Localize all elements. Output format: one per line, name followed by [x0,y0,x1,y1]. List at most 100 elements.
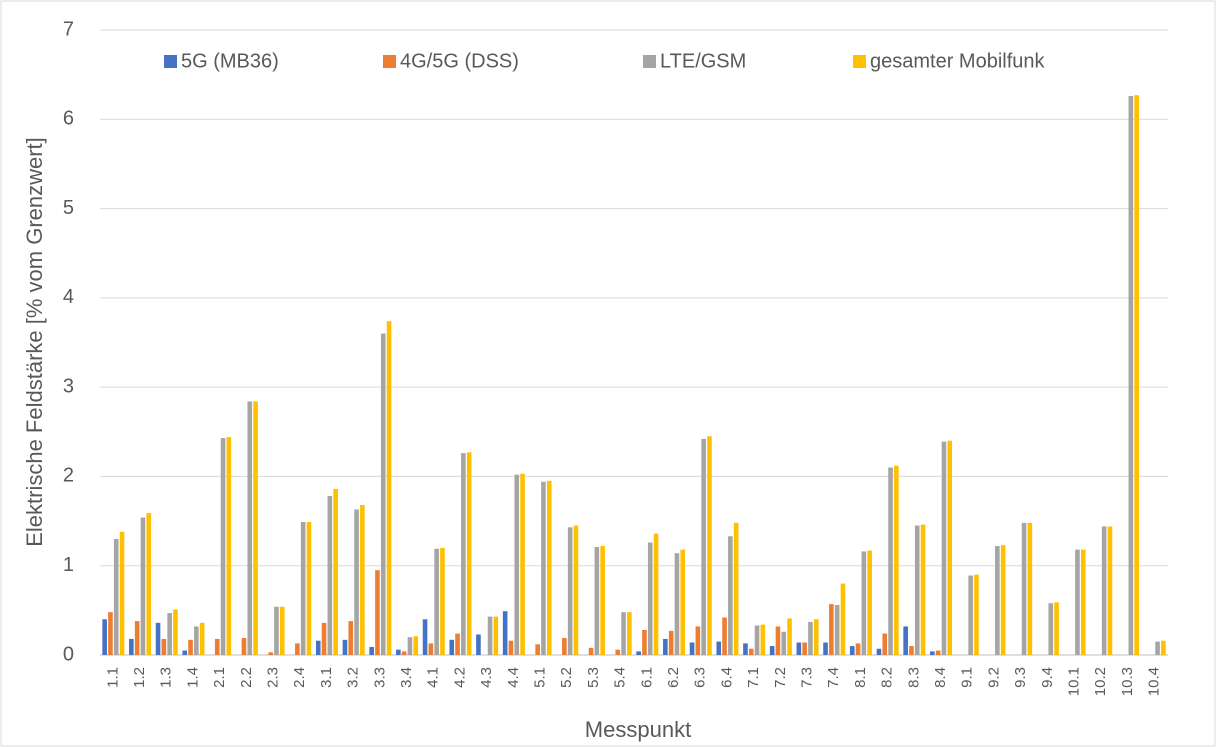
bar [935,650,941,655]
bar [449,639,455,655]
x-tick-label: 4.4 [505,667,522,688]
bar [787,618,792,655]
bar [134,621,140,655]
x-tick-label: 1.3 [158,667,175,688]
x-tick-label: 9.2 [985,667,1002,688]
bar [823,642,828,655]
bar [588,647,594,655]
x-tick-label: 7.1 [745,667,762,688]
bar [1128,96,1134,656]
bar [327,496,333,655]
bar [861,551,867,655]
x-tick-label: 3.3 [371,667,388,688]
bar [1000,545,1006,655]
bar [1134,95,1139,655]
bar [647,542,653,655]
bar [129,638,134,655]
x-tick-label: 8.4 [932,667,949,688]
bar [781,631,787,655]
bar [315,640,321,655]
bar [546,480,552,655]
y-tick-label: 5 [63,197,74,219]
bar [401,651,407,655]
bar [194,626,199,655]
bar [102,619,107,655]
bar [743,643,748,655]
x-tick-label: 4.3 [478,667,495,688]
bar [995,546,1000,655]
bar [1054,602,1059,655]
bar [1075,549,1080,655]
bar [728,536,733,655]
bar [813,619,819,655]
bar [668,630,674,655]
x-tick-label: 5.2 [558,667,575,688]
bar [674,553,680,655]
bar [627,612,632,655]
x-tick-label: 8.2 [879,667,896,688]
bar [354,509,359,655]
bar [1161,640,1166,655]
x-tick-label: 1.1 [104,667,121,688]
bar [428,643,434,655]
bar [888,467,893,655]
bar [876,648,882,655]
bar [968,575,973,655]
bar [914,525,920,655]
bar [342,639,348,655]
bar [386,321,392,655]
bar [461,453,466,655]
bar [867,550,872,655]
bar [422,619,428,655]
bar [834,605,840,655]
bar [167,613,172,655]
bar [562,638,567,655]
bar [369,646,374,655]
bar [113,538,119,655]
bar [695,626,701,655]
y-tick-label: 2 [63,465,74,487]
x-tick-label: 5.4 [612,667,629,688]
bar [1107,526,1113,655]
y-tick-label: 4 [63,286,74,308]
bar [396,649,401,655]
bar [829,604,834,655]
bar [466,452,472,655]
bar [882,633,888,655]
x-tick-label: 5.1 [532,667,549,688]
x-tick-label: 10.3 [1119,667,1136,696]
x-tick-label: 6.2 [665,667,682,688]
bar [947,440,953,655]
bar [108,612,113,655]
bar [140,517,146,655]
bar [663,638,668,655]
bar [707,436,712,655]
bar [214,638,220,655]
y-tick-label: 6 [63,108,74,130]
legend-label: LTE/GSM [660,50,746,72]
bar [760,624,766,655]
bar [903,626,908,655]
bar [909,646,914,655]
x-tick-label: 6.1 [638,667,655,688]
x-tick-label: 3.2 [345,667,362,688]
x-tick-label: 5.3 [585,667,602,688]
bar [182,650,188,655]
y-axis-title: Elektrische Feldstärke [% vom Grenzwert] [22,137,47,547]
bar [1027,522,1033,655]
bar [295,643,300,655]
x-tick-label: 10.4 [1146,667,1163,696]
x-tick-label: 7.4 [825,667,842,688]
bar [520,473,525,655]
bar [941,441,947,655]
bar [279,606,285,655]
bar [769,646,775,655]
bar [722,617,727,655]
bar [930,651,935,655]
bar [573,525,579,655]
x-tick-label: 2.2 [238,667,255,688]
bar [642,630,647,655]
x-tick-label: 6.3 [692,667,709,688]
legend-label: 4G/5G (DSS) [400,50,519,72]
bar [161,638,167,655]
